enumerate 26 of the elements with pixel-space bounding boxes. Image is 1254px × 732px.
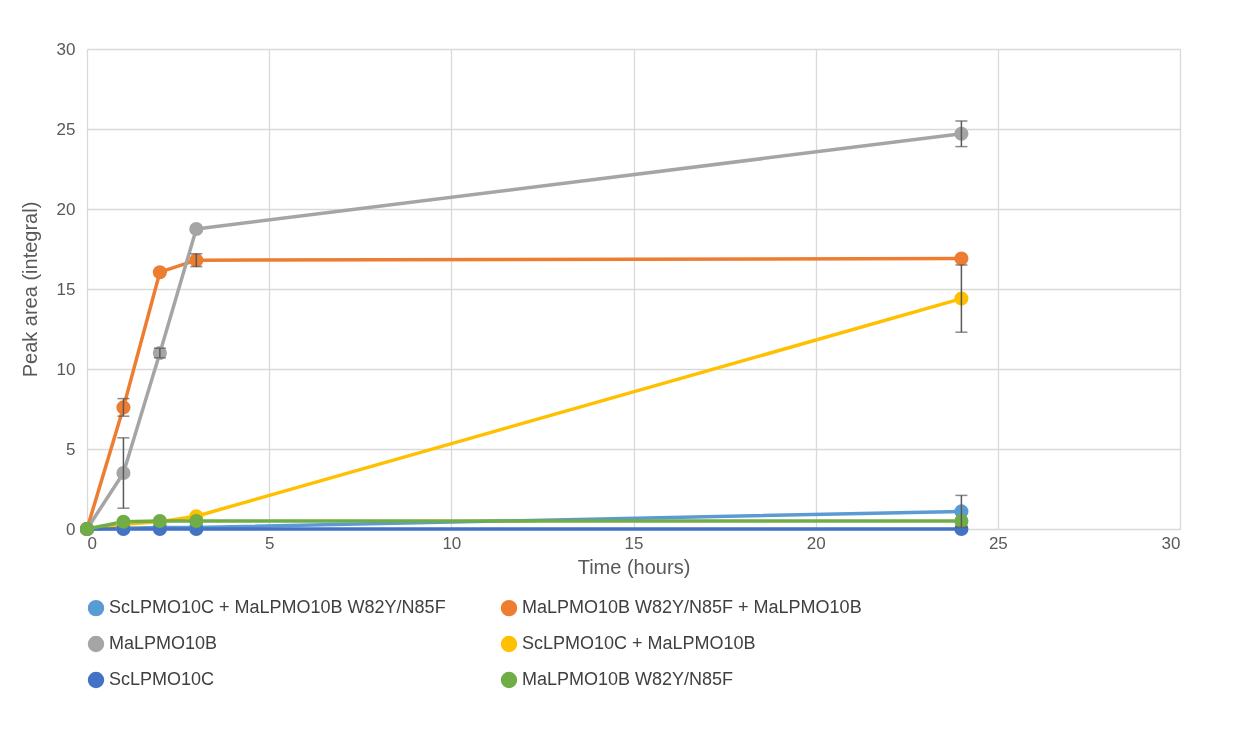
y-tick-label: 15 [56,279,76,299]
y-tick-label: 0 [66,519,76,539]
legend-label: MaLPMO10B W82Y/N85F [522,669,734,689]
y-tick-label: 25 [56,119,76,139]
legend-label: MaLPMO10B [109,633,218,653]
y-tick-label: 5 [66,439,76,459]
x-tick-label: 5 [264,533,275,553]
point [954,251,969,266]
x-tick-label: 25 [988,533,1008,553]
point [189,221,204,237]
y-tick-label: 10 [56,359,76,379]
x-tick-label: 15 [624,533,644,553]
y-tick-label: 30 [56,39,76,59]
y-tick-label: 20 [56,199,76,219]
x-tick-label: 20 [806,533,826,553]
legend-label: ScLPMO10C + MaLPMO10B [522,633,756,653]
x-tick-label: 0 [87,533,97,553]
y-axis-title: Peak area (integral) [18,201,41,378]
x-axis-title: Time (hours) [577,555,691,578]
point [189,513,204,529]
legend-label: MaLPMO10B W82Y/N85F + MaLPMO10B [522,597,862,618]
legend-label: ScLPMO10C [109,669,215,689]
legend-label: ScLPMO10C + MaLPMO10B W82Y/N85F [109,597,446,618]
x-tick-label: 10 [442,533,462,553]
point [152,265,167,280]
x-tick-label: 30 [1161,533,1181,553]
